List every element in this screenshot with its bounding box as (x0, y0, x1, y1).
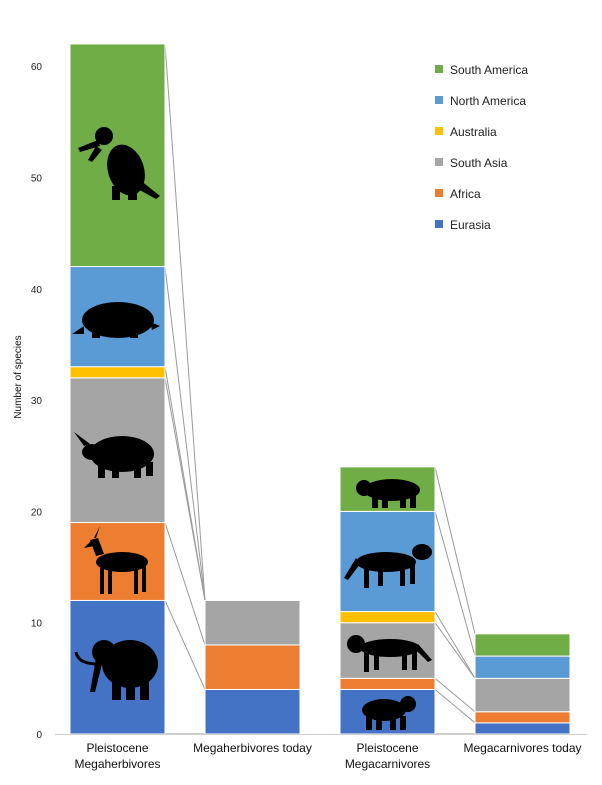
bar-segment-africa (339, 677, 436, 690)
connector-line (434, 466, 476, 634)
legend-entry: Eurasia (450, 218, 491, 232)
category-label: Megaherbivores (74, 757, 160, 771)
bar-segment-south-asia (204, 599, 301, 646)
category-label: Pleistocene (356, 741, 418, 755)
bar-segment-africa (474, 711, 571, 724)
y-tick-label: 50 (31, 174, 43, 185)
y-tick-label: 20 (31, 507, 43, 518)
bar-segment-south-asia (474, 677, 571, 713)
category-label: Megacarnivores today (463, 741, 581, 755)
y-axis-label: Number of species (13, 335, 24, 418)
connector-line (434, 677, 476, 713)
connector-line (434, 689, 476, 724)
legend-entry: South America (450, 63, 528, 77)
y-axis: 0 10 20 30 40 50 60 (31, 62, 587, 741)
bar-segment-africa (204, 644, 301, 690)
y-tick-label: 10 (31, 619, 43, 630)
connector-line (164, 366, 206, 601)
legend-swatch (435, 220, 443, 228)
y-tick-label: 0 (36, 730, 42, 741)
legend-swatch (435, 189, 443, 197)
connector-lines (164, 43, 476, 735)
category-labels: Pleistocene Megaherbivores Megaherbivores … (74, 741, 581, 771)
legend-entry: Australia (450, 125, 497, 139)
bar-segment-australia (69, 366, 166, 379)
category-label: Megaherbivores today (193, 741, 312, 755)
y-tick-label: 40 (31, 285, 43, 296)
bar-segment-south-america (474, 633, 571, 657)
bar-segment-eurasia (474, 722, 571, 735)
bar-segment-eurasia (204, 688, 301, 735)
antelope-icon (84, 526, 148, 594)
bars-group (69, 43, 571, 735)
bar-segment-australia (339, 611, 436, 624)
connector-line (164, 43, 206, 601)
connector-line (434, 511, 476, 657)
legend-entry: North America (450, 94, 526, 108)
legend-entry: Africa (450, 187, 481, 201)
legend: South America North America Australia South… (435, 63, 528, 232)
connector-line (164, 266, 206, 601)
glyptodont-icon (72, 302, 160, 338)
legend-swatch (435, 158, 443, 166)
category-label: Pleistocene (86, 741, 148, 755)
connector-line (434, 622, 476, 679)
legend-entry: South Asia (450, 156, 508, 170)
legend-swatch (435, 127, 443, 135)
bear-icon (356, 479, 420, 508)
lion-icon (347, 635, 432, 672)
y-tick-label: 60 (31, 62, 43, 73)
legend-swatch (435, 65, 443, 73)
woolly-rhino-icon (74, 432, 154, 478)
y-tick-label: 30 (31, 396, 43, 407)
connector-line (164, 522, 206, 646)
sabertooth-cat-icon (344, 544, 432, 588)
connector-line (434, 611, 476, 679)
mammoth-icon (74, 640, 158, 700)
connector-line (164, 600, 206, 690)
animal-silhouettes (72, 127, 432, 730)
ground-sloth-icon (78, 127, 160, 200)
bar-segment-north-america (474, 655, 571, 679)
short-faced-bear-icon (362, 696, 416, 730)
legend-swatch (435, 96, 443, 104)
category-label: Megacarnivores (345, 757, 430, 771)
